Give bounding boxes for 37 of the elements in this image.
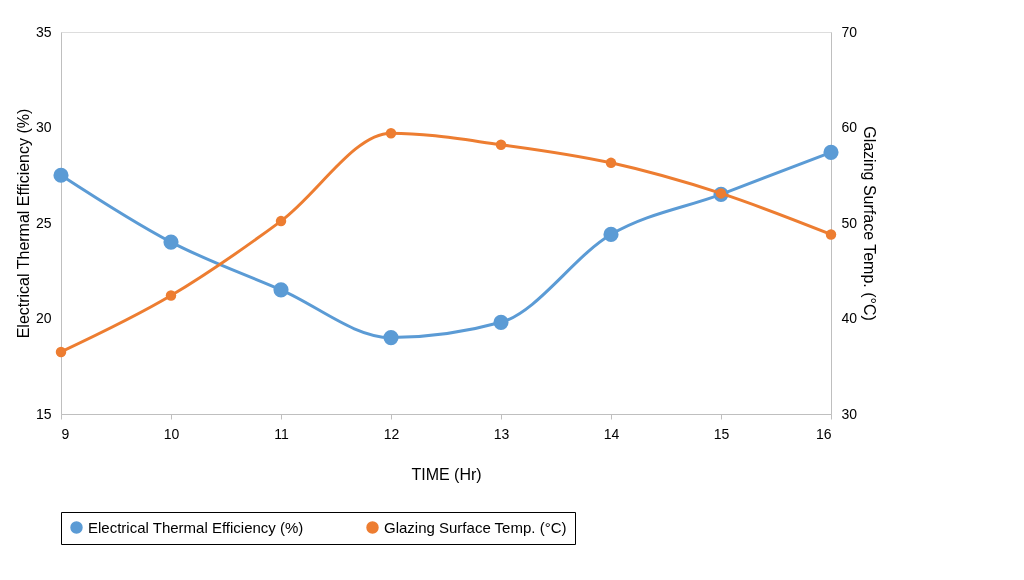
y2-tick-label: 70: [841, 23, 858, 40]
point: [385, 128, 397, 139]
x-tick-label: 16: [815, 425, 832, 442]
point: [495, 139, 507, 150]
x-tick-label: 15: [713, 425, 730, 442]
y-tick-label: 20: [35, 310, 52, 326]
x-tick-label: 9: [61, 425, 70, 442]
y-tick-label: 35: [35, 23, 52, 40]
point: [605, 157, 617, 169]
point: [163, 234, 179, 250]
x-tick-label: 12: [383, 425, 400, 442]
point: [275, 215, 287, 227]
point: [603, 226, 619, 243]
x-tick-label: 11: [274, 425, 289, 442]
x-axis-title: TIME (Hr): [411, 465, 482, 483]
y2-tick-label: 50: [841, 214, 858, 231]
x-tick-label: 14: [603, 425, 620, 442]
point: [55, 346, 67, 358]
point: [493, 314, 509, 330]
y2-axis-title: Glazing Surface Temp. (°C): [861, 126, 879, 321]
point: [273, 282, 289, 298]
x-tick-label: 13: [493, 425, 510, 442]
point: [823, 144, 839, 160]
y2-tick-label: 40: [841, 310, 858, 326]
y-tick-label: 25: [35, 214, 52, 231]
point: [165, 290, 177, 301]
y-tick-label: 15: [35, 405, 52, 422]
point: [825, 229, 837, 240]
y-tick-label: 30: [35, 119, 52, 135]
point: [383, 330, 399, 346]
y2-tick-label: 30: [841, 405, 858, 422]
point: [53, 167, 69, 183]
x-tick-label: 10: [163, 425, 180, 442]
y2-tick-label: 60: [841, 119, 858, 135]
legend-label: Glazing Surface Temp. (°C): [384, 518, 567, 536]
legend-label: Electrical Thermal Efficiency (%): [88, 518, 304, 536]
y-axis-title: Electrical Thermal Efficiency (%): [14, 108, 32, 339]
